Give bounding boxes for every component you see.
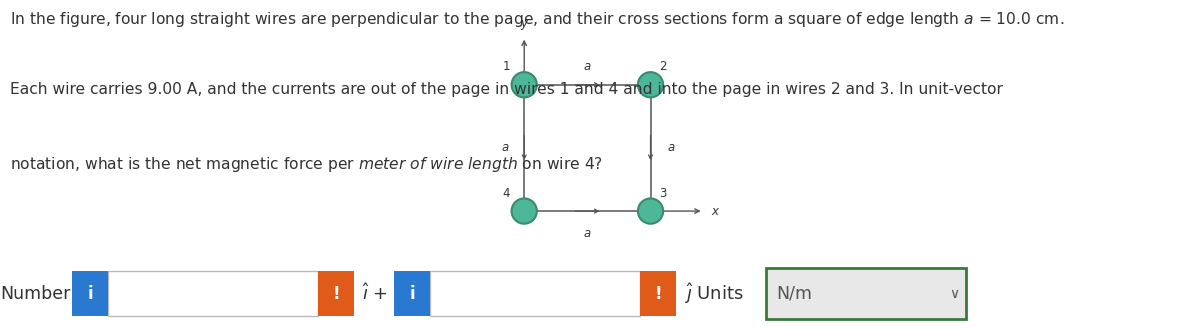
Text: !: !: [332, 285, 340, 303]
Text: 1: 1: [503, 61, 510, 73]
FancyBboxPatch shape: [318, 271, 354, 316]
FancyBboxPatch shape: [640, 271, 676, 316]
Text: $x$: $x$: [712, 205, 720, 217]
Text: notation, what is the net magnetic force per $\mathit{meter\ of\ wire\ length}$ : notation, what is the net magnetic force…: [10, 155, 602, 174]
Text: !: !: [654, 285, 662, 303]
Circle shape: [638, 198, 664, 224]
FancyBboxPatch shape: [394, 271, 430, 316]
FancyBboxPatch shape: [766, 268, 966, 319]
Text: N/m: N/m: [776, 285, 812, 303]
Text: 2: 2: [660, 61, 667, 73]
Circle shape: [638, 72, 664, 97]
Text: 4: 4: [503, 187, 510, 200]
Text: i: i: [88, 285, 92, 303]
FancyBboxPatch shape: [430, 271, 640, 316]
Text: In the figure, four long straight wires are perpendicular to the page, and their: In the figure, four long straight wires …: [10, 10, 1064, 29]
FancyBboxPatch shape: [108, 271, 318, 316]
Text: ∨: ∨: [949, 287, 959, 301]
Circle shape: [511, 198, 536, 224]
Text: 3: 3: [660, 187, 667, 200]
Text: $\hat{\imath}$ +: $\hat{\imath}$ +: [362, 283, 388, 304]
Text: Number: Number: [0, 285, 71, 303]
Text: $a$: $a$: [500, 141, 509, 154]
Text: $a$: $a$: [667, 141, 676, 154]
Text: $a$: $a$: [583, 61, 592, 73]
Circle shape: [511, 72, 536, 97]
Text: $a$: $a$: [583, 227, 592, 240]
Text: Each wire carries 9.00 A, and the currents are out of the page in wires 1 and 4 : Each wire carries 9.00 A, and the curren…: [10, 82, 1002, 97]
Text: $\hat{\jmath}$ Units: $\hat{\jmath}$ Units: [684, 281, 744, 306]
FancyBboxPatch shape: [72, 271, 108, 316]
Text: i: i: [409, 285, 415, 303]
Text: $y$: $y$: [520, 18, 529, 32]
